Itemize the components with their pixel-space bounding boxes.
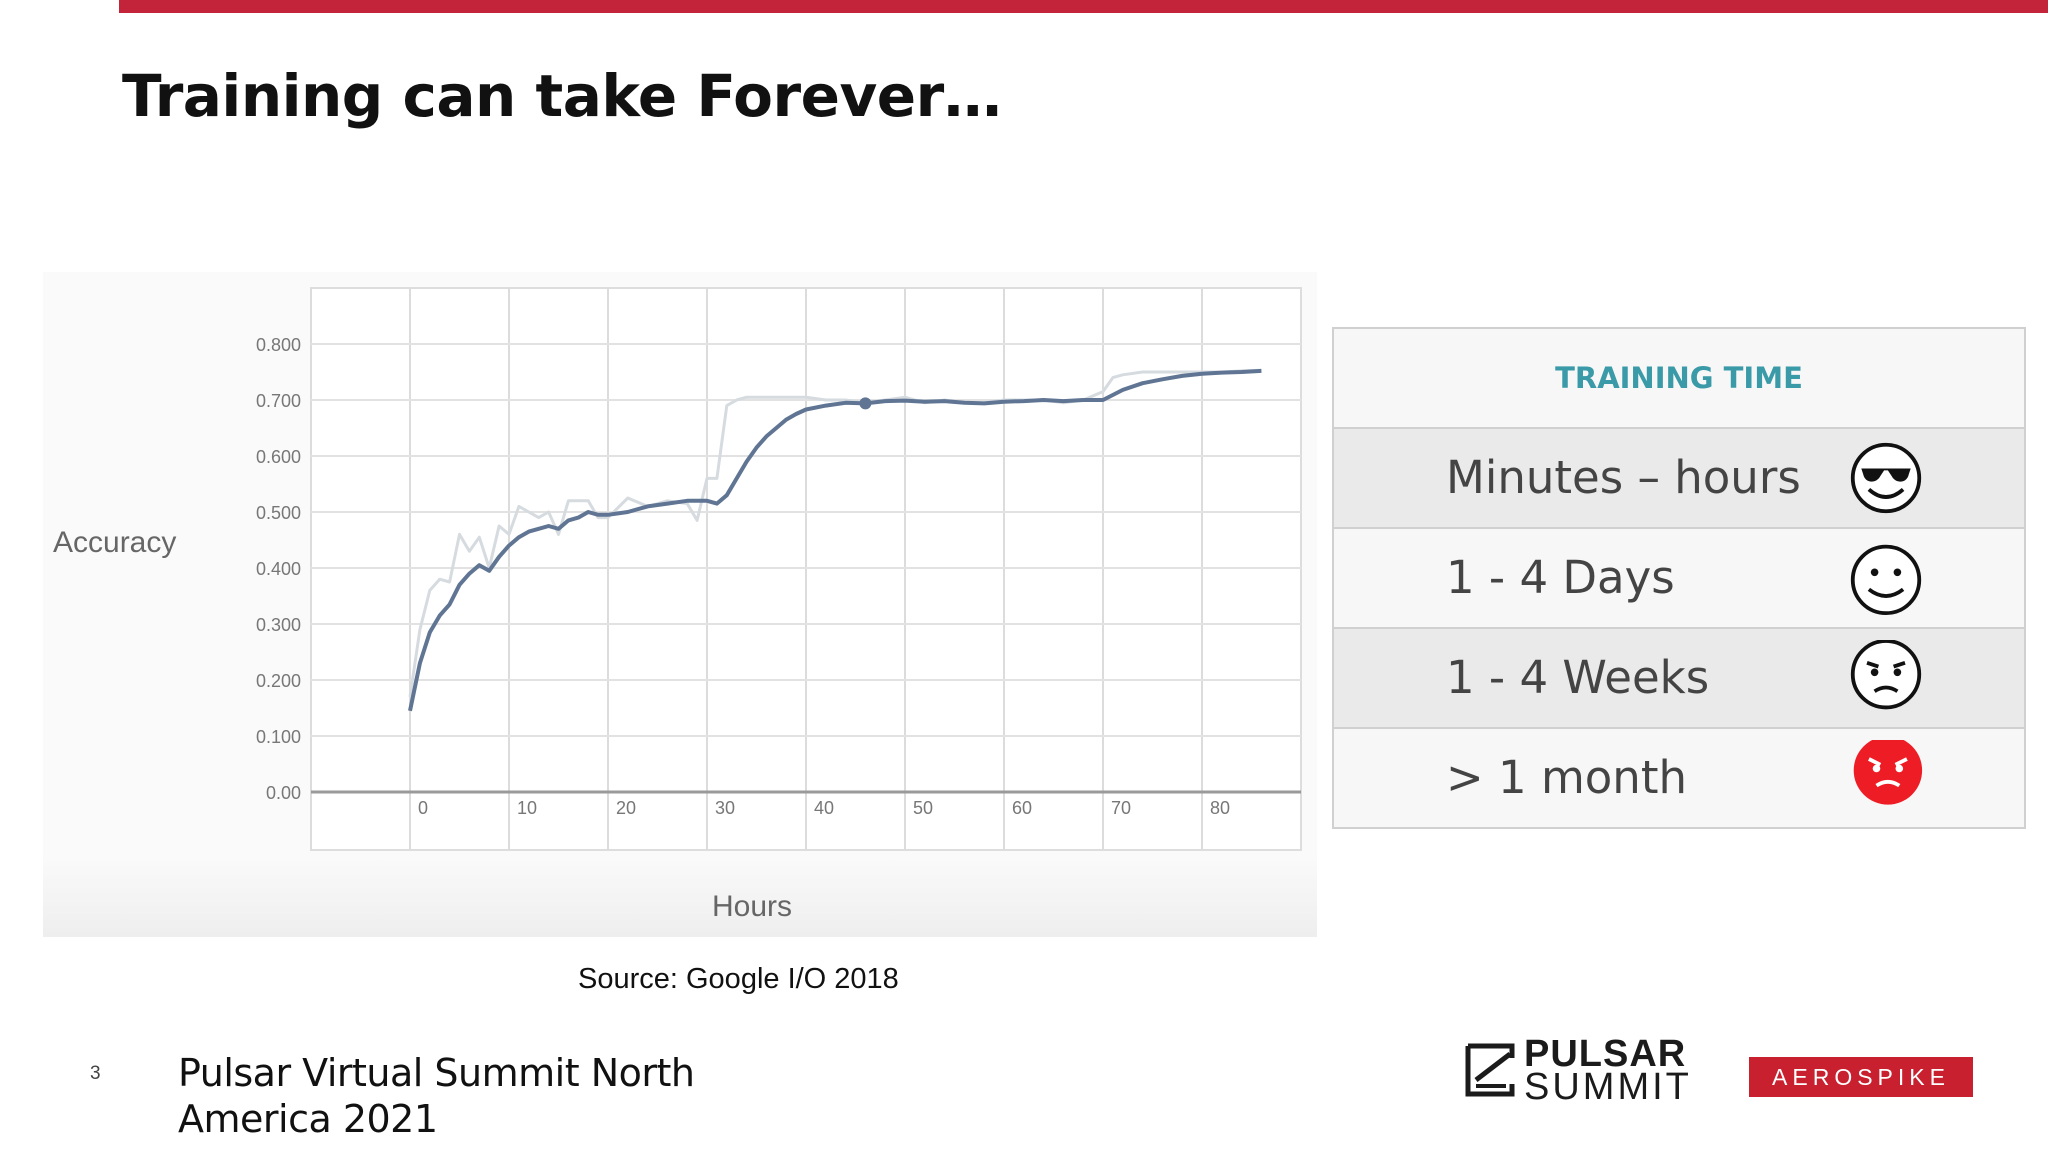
pulsar-mark-icon (1465, 1043, 1515, 1097)
y-tick-label: 0.200 (256, 671, 301, 691)
slide-title: Training can take Forever… (122, 62, 1002, 130)
y-tick-label: 0.00 (266, 783, 301, 803)
accuracy-chart: 0.00 0.100 0.200 0.300 0.400 0.500 0.600 0.700 0… (43, 272, 1317, 937)
y-tick-label: 0.100 (256, 727, 301, 747)
x-tick-label: 60 (1012, 798, 1032, 818)
x-tick-label: 10 (517, 798, 537, 818)
row-label: 1 - 4 Days (1446, 551, 1675, 604)
row-label: Minutes – hours (1446, 451, 1801, 504)
y-tick-label: 0.500 (256, 503, 301, 523)
smiling-face-icon (1850, 544, 1922, 616)
frowning-face-icon (1850, 640, 1922, 710)
table-row: Minutes – hours (1334, 429, 2024, 529)
x-tick-label: 80 (1210, 798, 1230, 818)
pulsar-summit-logo: PULSAR SUMMIT (1462, 1035, 1689, 1106)
smoothed-accuracy-line (408, 368, 1262, 712)
aerospike-logo-text: AEROSPIKE (1772, 1063, 1950, 1090)
x-tick-label: 40 (814, 798, 834, 818)
summit-logo-text: SUMMIT (1524, 1066, 1692, 1108)
x-tick-label: 0 (418, 798, 428, 818)
accent-bar (119, 0, 2048, 13)
training-time-table: TRAINING TIME Minutes – hours 1 - 4 Days… (1332, 327, 2026, 829)
source-caption: Source: Google I/O 2018 (578, 963, 899, 995)
x-axis-label: Hours (712, 890, 792, 923)
table-row: 1 - 4 Weeks (1334, 629, 2024, 729)
y-tick-label: 0.400 (256, 559, 301, 579)
y-tick-label: 0.300 (256, 615, 301, 635)
angry-face-icon (1853, 740, 1923, 805)
chart-svg: 0.00 0.100 0.200 0.300 0.400 0.500 0.600 0.700 0… (53, 287, 1302, 923)
y-tick-label: 0.600 (256, 447, 301, 467)
hover-point-marker (859, 397, 872, 410)
row-label: > 1 month (1446, 751, 1687, 804)
cool-face-icon (1850, 442, 1922, 514)
y-tick-label: 0.800 (256, 335, 301, 355)
pulsar-logo-text: PULSAR (1524, 1033, 1687, 1075)
y-tick-label: 0.700 (256, 391, 301, 411)
aerospike-logo: AEROSPIKE (1749, 1057, 1973, 1097)
table-row: 1 - 4 Days (1334, 529, 2024, 629)
event-name: Pulsar Virtual Summit North America 2021 (178, 1051, 695, 1141)
x-tick-label: 20 (616, 798, 636, 818)
row-label: 1 - 4 Weeks (1446, 651, 1710, 704)
y-axis-label: Accuracy (53, 526, 176, 559)
raw-accuracy-line (408, 368, 1262, 698)
x-tick-label: 50 (913, 798, 933, 818)
table-row: > 1 month (1334, 729, 2024, 827)
page-number: 3 (90, 1063, 101, 1084)
x-tick-label: 30 (715, 798, 735, 818)
x-tick-label: 70 (1111, 798, 1131, 818)
table-header: TRAINING TIME (1334, 329, 2024, 429)
